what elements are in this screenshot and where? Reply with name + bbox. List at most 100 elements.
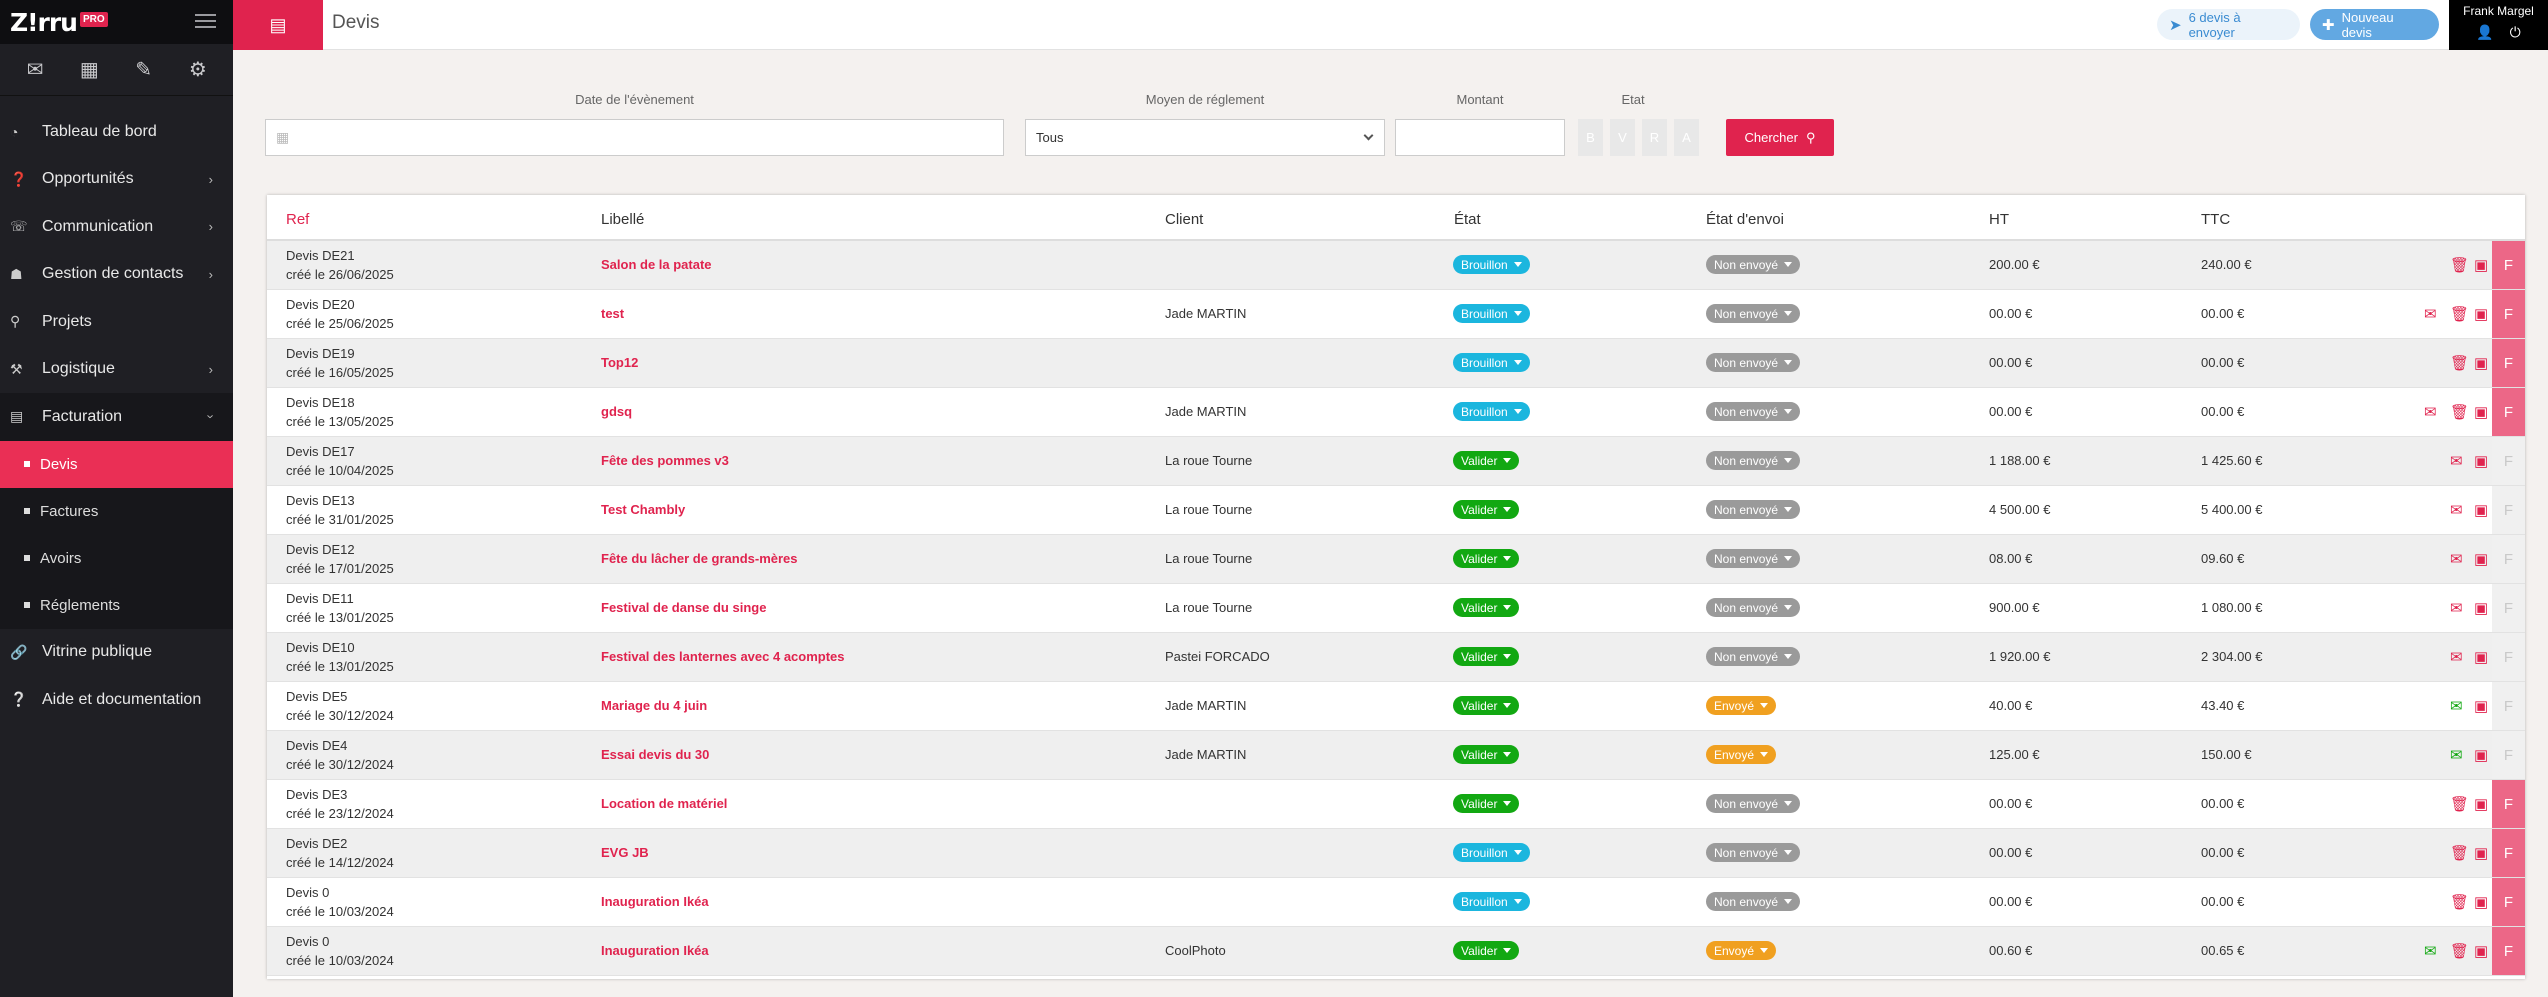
pdf-icon[interactable]: ▣ bbox=[2474, 306, 2489, 323]
sidebar-item-facturation[interactable]: ▤ Facturation › bbox=[0, 393, 233, 441]
mail-sent-icon[interactable]: ✉ bbox=[2424, 943, 2437, 960]
power-icon[interactable]: ⏻ bbox=[2509, 24, 2521, 40]
sidebar-item-communication[interactable]: ☏ Communication › bbox=[0, 203, 233, 251]
mail-icon[interactable]: ✉ bbox=[2450, 551, 2463, 568]
row-etat-dropdown[interactable]: Valider bbox=[1453, 500, 1520, 519]
row-envoi-dropdown[interactable]: Envoyé bbox=[1706, 696, 1777, 715]
row-envoi-dropdown[interactable]: Non envoyé bbox=[1706, 892, 1801, 911]
sidebar-item-projets[interactable]: ⚲ Projets bbox=[0, 298, 233, 346]
pdf-icon[interactable]: ▣ bbox=[2474, 698, 2489, 715]
trash-icon[interactable]: 🗑 bbox=[2450, 894, 2470, 911]
column-client[interactable]: Client bbox=[1165, 211, 1204, 228]
column-etat[interactable]: État bbox=[1454, 211, 1481, 228]
row-facture-button[interactable]: F bbox=[2492, 486, 2525, 534]
row-facture-button[interactable]: F bbox=[2492, 829, 2525, 877]
sidebar-item-contacts[interactable]: ☗ Gestion de contacts › bbox=[0, 251, 233, 299]
row-libelle-link[interactable]: Top12 bbox=[601, 355, 639, 370]
hamburger-icon[interactable] bbox=[195, 10, 216, 30]
row-facture-button[interactable]: F bbox=[2492, 878, 2525, 926]
pdf-icon[interactable]: ▣ bbox=[2474, 845, 2489, 862]
pdf-icon[interactable]: ▣ bbox=[2474, 894, 2489, 911]
row-libelle-link[interactable]: Location de matériel bbox=[601, 796, 728, 811]
trash-icon[interactable]: 🗑 bbox=[2450, 796, 2470, 813]
sidebar-item-dashboard[interactable]: ◔ Tableau de bord bbox=[0, 108, 233, 156]
mail-icon[interactable]: ✉ bbox=[26, 59, 44, 81]
row-facture-button[interactable]: F bbox=[2492, 241, 2525, 289]
row-envoi-dropdown[interactable]: Non envoyé bbox=[1706, 647, 1801, 666]
trash-icon[interactable]: 🗑 bbox=[2450, 943, 2470, 960]
row-facture-button[interactable]: F bbox=[2492, 437, 2525, 485]
row-facture-button[interactable]: F bbox=[2492, 731, 2525, 779]
amount-filter-input[interactable] bbox=[1395, 119, 1565, 156]
row-envoi-dropdown[interactable]: Non envoyé bbox=[1706, 500, 1801, 519]
mail-icon[interactable]: ✉ bbox=[2424, 306, 2437, 323]
row-libelle-link[interactable]: Festival des lanternes avec 4 acomptes bbox=[601, 649, 845, 664]
row-libelle-link[interactable]: Inauguration Ikéa bbox=[601, 894, 709, 909]
pencil-icon[interactable]: ✎ bbox=[135, 59, 152, 81]
row-etat-dropdown[interactable]: Brouillon bbox=[1453, 255, 1530, 274]
row-etat-dropdown[interactable]: Valider bbox=[1453, 549, 1520, 568]
gear-icon[interactable]: ⚙ bbox=[188, 59, 207, 81]
trash-icon[interactable]: 🗑 bbox=[2450, 257, 2470, 274]
row-etat-dropdown[interactable]: Brouillon bbox=[1453, 402, 1530, 421]
row-etat-dropdown[interactable]: Brouillon bbox=[1453, 304, 1530, 323]
column-ref[interactable]: Ref bbox=[286, 211, 310, 228]
row-libelle-link[interactable]: Fête du lâcher de grands-mères bbox=[601, 551, 798, 566]
trash-icon[interactable]: 🗑 bbox=[2450, 355, 2470, 372]
row-envoi-dropdown[interactable]: Non envoyé bbox=[1706, 794, 1801, 813]
pdf-icon[interactable]: ▣ bbox=[2474, 355, 2489, 372]
row-etat-dropdown[interactable]: Valider bbox=[1453, 696, 1520, 715]
row-etat-dropdown[interactable]: Valider bbox=[1453, 451, 1520, 470]
sidebar-item-vitrine[interactable]: 🔗 Vitrine publique bbox=[0, 629, 233, 677]
row-envoi-dropdown[interactable]: Non envoyé bbox=[1706, 843, 1801, 862]
row-envoi-dropdown[interactable]: Non envoyé bbox=[1706, 598, 1801, 617]
pdf-icon[interactable]: ▣ bbox=[2474, 453, 2489, 470]
mail-sent-icon[interactable]: ✉ bbox=[2450, 698, 2463, 715]
row-libelle-link[interactable]: Essai devis du 30 bbox=[601, 747, 710, 762]
sidebar-subitem-reglements[interactable]: Réglements bbox=[0, 581, 233, 629]
logo[interactable]: Z!rru bbox=[10, 7, 78, 37]
row-libelle-link[interactable]: Festival de danse du singe bbox=[601, 600, 767, 615]
pdf-icon[interactable]: ▣ bbox=[2474, 257, 2489, 274]
mail-icon[interactable]: ✉ bbox=[2450, 502, 2463, 519]
trash-icon[interactable]: 🗑 bbox=[2450, 845, 2470, 862]
state-filter-v[interactable]: V bbox=[1610, 119, 1635, 156]
mail-icon[interactable]: ✉ bbox=[2450, 600, 2463, 617]
row-facture-button[interactable]: F bbox=[2492, 388, 2525, 436]
state-filter-r[interactable]: R bbox=[1642, 119, 1667, 156]
sidebar-item-aide[interactable]: ❔ Aide et documentation bbox=[0, 676, 233, 724]
mail-icon[interactable]: ✉ bbox=[2450, 649, 2463, 666]
state-filter-a[interactable]: A bbox=[1674, 119, 1699, 156]
pdf-icon[interactable]: ▣ bbox=[2474, 404, 2489, 421]
row-facture-button[interactable]: F bbox=[2492, 780, 2525, 828]
sidebar-subitem-avoirs[interactable]: Avoirs bbox=[0, 534, 233, 582]
row-libelle-link[interactable]: gdsq bbox=[601, 404, 633, 419]
row-facture-button[interactable]: F bbox=[2492, 339, 2525, 387]
sidebar-item-logistique[interactable]: ⚒ Logistique › bbox=[0, 346, 233, 394]
row-libelle-link[interactable]: Salon de la patate bbox=[601, 257, 712, 272]
row-libelle-link[interactable]: Fête des pommes v3 bbox=[601, 453, 729, 468]
row-etat-dropdown[interactable]: Valider bbox=[1453, 794, 1520, 813]
mail-icon[interactable]: ✉ bbox=[2450, 453, 2463, 470]
row-libelle-link[interactable]: EVG JB bbox=[601, 845, 649, 860]
row-etat-dropdown[interactable]: Valider bbox=[1453, 941, 1520, 960]
row-etat-dropdown[interactable]: Valider bbox=[1453, 647, 1520, 666]
row-envoi-dropdown[interactable]: Non envoyé bbox=[1706, 402, 1801, 421]
date-filter-input[interactable]: ▦ bbox=[265, 119, 1004, 156]
row-libelle-link[interactable]: test bbox=[601, 306, 625, 321]
sidebar-subitem-devis[interactable]: Devis bbox=[0, 440, 233, 488]
calendar-icon[interactable]: ▦ bbox=[79, 59, 99, 81]
row-facture-button[interactable]: F bbox=[2492, 535, 2525, 583]
column-libelle[interactable]: Libellé bbox=[601, 211, 645, 228]
column-envoi[interactable]: État d'envoi bbox=[1706, 211, 1784, 228]
row-etat-dropdown[interactable]: Brouillon bbox=[1453, 843, 1530, 862]
row-envoi-dropdown[interactable]: Non envoyé bbox=[1706, 451, 1801, 470]
row-libelle-link[interactable]: Mariage du 4 juin bbox=[601, 698, 708, 713]
pdf-icon[interactable]: ▣ bbox=[2474, 600, 2489, 617]
mail-icon[interactable]: ✉ bbox=[2424, 404, 2437, 421]
sidebar-item-opportunites[interactable]: ❓ Opportunités › bbox=[0, 156, 233, 204]
row-etat-dropdown[interactable]: Brouillon bbox=[1453, 353, 1530, 372]
search-button[interactable]: Chercher ⚲ bbox=[1726, 119, 1834, 156]
pdf-icon[interactable]: ▣ bbox=[2474, 551, 2489, 568]
column-ht[interactable]: HT bbox=[1989, 211, 2009, 228]
